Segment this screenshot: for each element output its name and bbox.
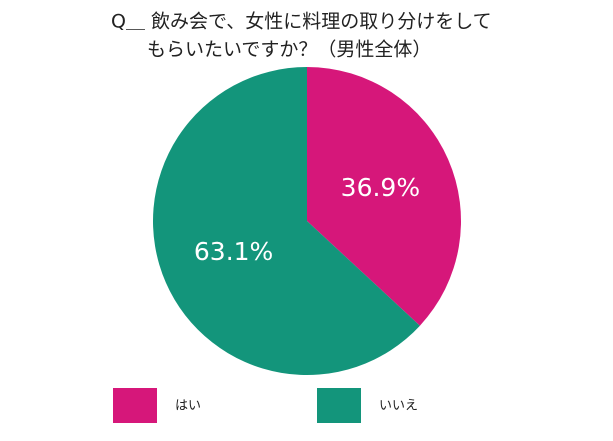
legend-swatch	[317, 388, 361, 423]
pie-slice	[152, 67, 420, 376]
legend-label: いいえ	[379, 399, 418, 414]
value-label: 36.9%	[341, 173, 420, 202]
pie-slice	[307, 67, 461, 326]
value-label: 63.1%	[194, 237, 273, 266]
legend-label: はい	[175, 399, 201, 414]
legend-swatch	[113, 388, 157, 423]
chart-title: Q＿ 飲み会で、女性に料理の取り分けをして	[111, 11, 492, 33]
chart-title: もらいたいですか？（男性全体）	[147, 39, 431, 61]
